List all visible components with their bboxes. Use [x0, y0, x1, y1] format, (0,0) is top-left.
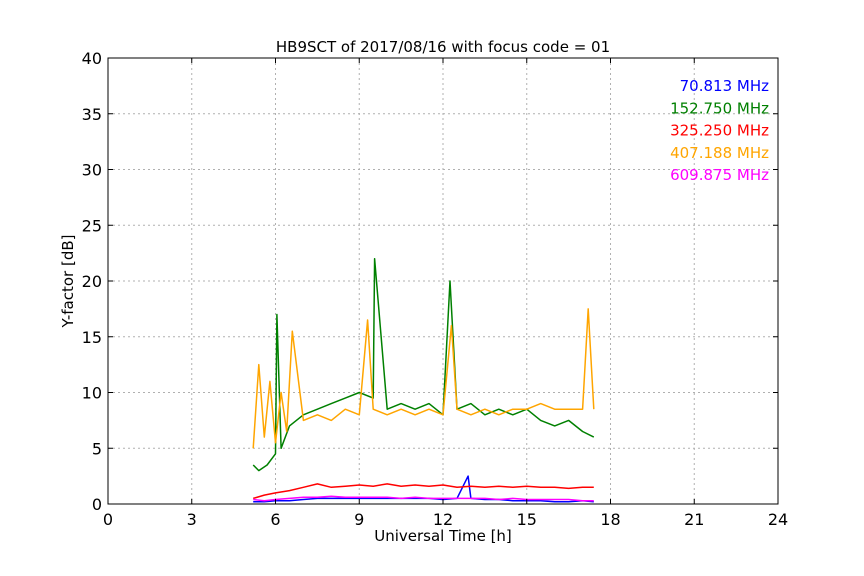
- x-tick-label: 0: [103, 510, 113, 529]
- y-tick-label: 25: [82, 216, 102, 235]
- x-tick-label: 18: [600, 510, 620, 529]
- series-line-3: [252, 308, 595, 449]
- x-tick-label: 9: [354, 510, 364, 529]
- chart-title: HB9SCT of 2017/08/16 with focus code = 0…: [276, 38, 610, 56]
- x-tick-label: 6: [270, 510, 280, 529]
- legend-entry: 152.750 MHz: [670, 99, 769, 117]
- y-tick-label: 15: [82, 328, 102, 347]
- legend-entry: 70.813 MHz: [680, 77, 769, 95]
- legend: 70.813 MHz 152.750 MHz 325.250 MHz 407.188 …: [670, 77, 769, 184]
- y-tick-label: 5: [92, 439, 102, 458]
- ticks: 0 3 6 9 12 15 18 21 24 0 5 10 15 20 25 30 35 40: [82, 49, 789, 529]
- y-tick-label: 35: [82, 105, 102, 124]
- series-layer: [252, 257, 595, 503]
- y-tick-label: 10: [82, 384, 102, 403]
- y-tick-label: 0: [92, 495, 102, 514]
- x-tick-label: 24: [768, 510, 788, 529]
- y-tick-label: 30: [82, 161, 102, 180]
- legend-entry: 325.250 MHz: [670, 122, 769, 140]
- x-tick-label: 21: [684, 510, 704, 529]
- x-tick-label: 15: [517, 510, 537, 529]
- y-axis-label: Y-factor [dB]: [59, 234, 77, 328]
- y-tick-label: 20: [82, 272, 102, 291]
- series-line-4: [253, 495, 594, 502]
- legend-entry: 407.188 MHz: [670, 144, 769, 162]
- x-tick-label: 12: [433, 510, 453, 529]
- series-line-2: [252, 483, 594, 500]
- legend-entry: 609.875 MHz: [670, 166, 769, 184]
- x-axis-label: Universal Time [h]: [374, 527, 512, 545]
- x-tick-label: 3: [187, 510, 197, 529]
- y-tick-label: 40: [82, 49, 102, 68]
